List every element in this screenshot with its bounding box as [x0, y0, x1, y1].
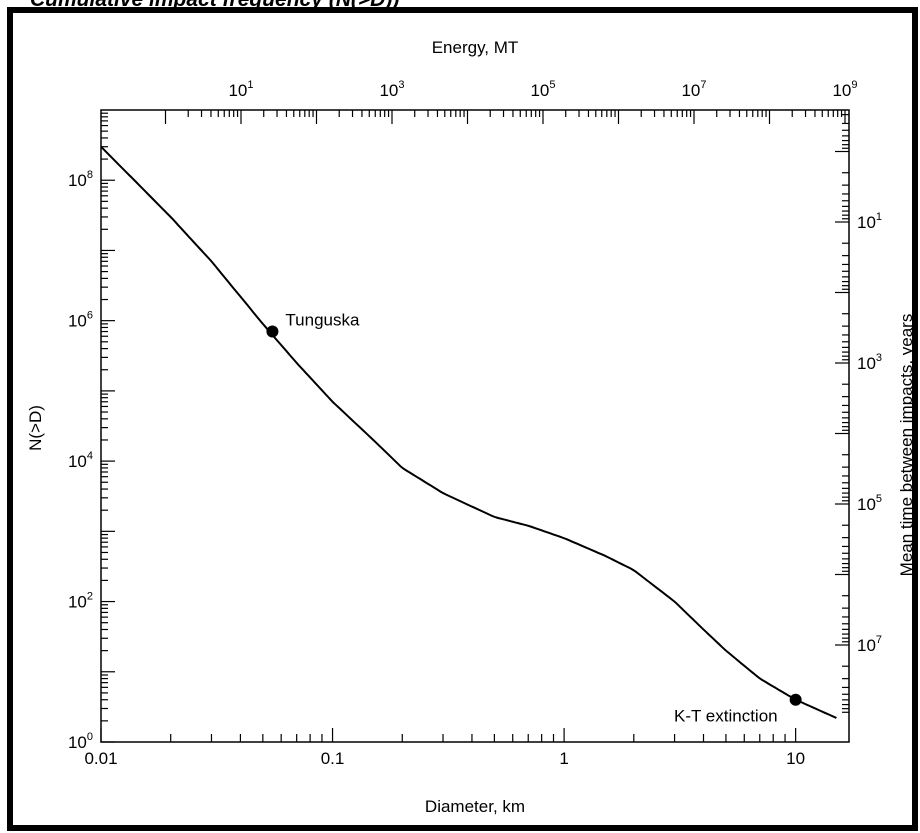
x-tick-label: 0.1: [321, 749, 345, 768]
y-tick-label: 104: [68, 450, 93, 471]
right-tick-label: 105: [857, 493, 882, 514]
header-fragment: Cumulative impact frequency (N(>D)): [30, 0, 399, 11]
x-tick-label: 1: [559, 749, 568, 768]
right-tick-label: 103: [857, 352, 882, 373]
y-tick-label: 100: [68, 731, 93, 752]
annotation-label: Tunguska: [285, 311, 360, 330]
y-tick-label: 108: [68, 169, 93, 190]
y-tick-label: 106: [68, 310, 93, 331]
annotation-point: [266, 325, 279, 338]
axis-ticks: [100, 110, 849, 743]
x-tick-label: 0.01: [84, 749, 117, 768]
right-tick-label: 101: [857, 211, 882, 232]
page-border: [7, 7, 918, 831]
y-tick-label: 102: [68, 591, 93, 612]
top-tick-label: 101: [228, 79, 253, 100]
top-tick-label: 103: [379, 79, 404, 100]
tick-labels: 0.01 0.1 1 10 100 102 104 106 108 101 103 105 107 109…: [68, 79, 882, 768]
right-axis-title: Mean time between impacts, years: [897, 314, 916, 577]
x-tick-label: 10: [786, 749, 805, 768]
top-axis-title: Energy, MT: [432, 38, 519, 57]
right-tick-label: 107: [857, 634, 882, 655]
x-axis-title: Diameter, km: [425, 797, 525, 816]
top-tick-label: 109: [832, 79, 857, 100]
y-axis-title: N(>D): [26, 405, 45, 451]
top-tick-label: 107: [681, 79, 706, 100]
plot-frame: [100, 109, 850, 743]
series-line: [100, 145, 837, 719]
top-tick-label: 105: [530, 79, 555, 100]
annotation-label: K-T extinction: [674, 707, 778, 726]
annotation-points: Tunguska K-T extinction: [266, 311, 802, 726]
annotation-point: [789, 693, 802, 706]
